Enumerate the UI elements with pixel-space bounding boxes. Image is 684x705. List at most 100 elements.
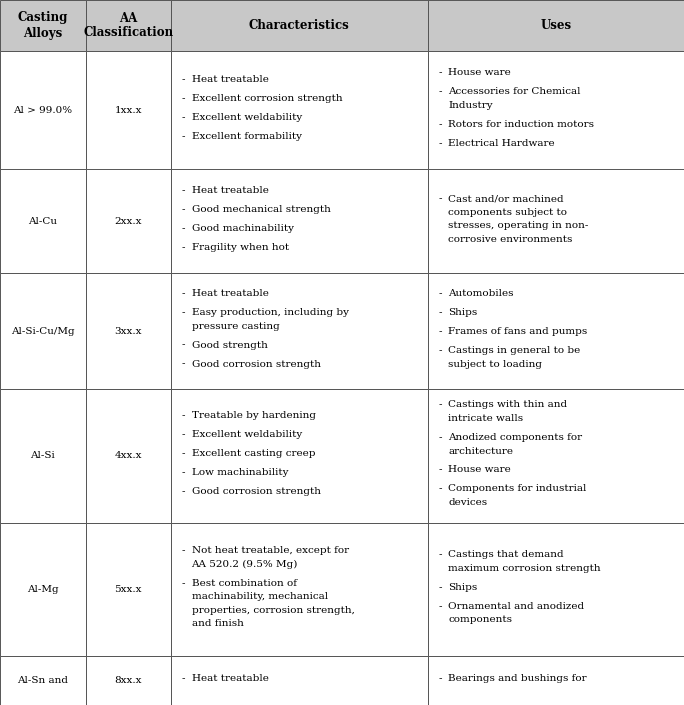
Text: -: - (438, 194, 442, 203)
Text: Low machinability: Low machinability (192, 468, 288, 477)
Text: components: components (448, 615, 512, 624)
Text: Castings that demand: Castings that demand (448, 550, 564, 559)
Bar (428, 389, 684, 522)
Text: -: - (438, 346, 442, 355)
Text: Al-Sn and: Al-Sn and (17, 676, 68, 685)
Text: Anodized components for: Anodized components for (448, 433, 582, 442)
Bar (86, 51, 171, 169)
Text: -: - (438, 120, 442, 129)
Text: intricate walls: intricate walls (448, 414, 523, 423)
Text: -: - (181, 113, 185, 122)
Bar (171, 169, 428, 273)
Bar (0, 273, 86, 389)
Text: Al-Si: Al-Si (30, 451, 55, 460)
Text: Components for industrial: Components for industrial (448, 484, 586, 493)
Text: -: - (181, 132, 185, 141)
Text: Treatable by hardening: Treatable by hardening (192, 411, 315, 420)
Bar (428, 51, 684, 169)
Bar (0, 169, 86, 273)
Text: -: - (181, 341, 185, 350)
Text: Best combination of: Best combination of (192, 579, 297, 588)
Text: Al > 99.0%: Al > 99.0% (13, 106, 73, 115)
Text: 4xx.x: 4xx.x (114, 451, 142, 460)
Bar (0, 656, 86, 705)
Bar (428, 169, 684, 273)
Text: -: - (181, 674, 185, 683)
Text: Heat treatable: Heat treatable (192, 674, 268, 683)
Bar (0, 522, 86, 656)
Bar (0, 51, 86, 169)
Bar (428, 0, 684, 51)
Text: Al-Mg: Al-Mg (27, 585, 59, 594)
Text: Excellent weldability: Excellent weldability (192, 430, 302, 439)
Text: Al-Cu: Al-Cu (28, 216, 57, 226)
Bar (428, 522, 684, 656)
Text: 8xx.x: 8xx.x (114, 676, 142, 685)
Bar (0, 389, 86, 522)
Text: -: - (181, 468, 185, 477)
Text: Excellent weldability: Excellent weldability (192, 113, 302, 122)
Bar (171, 656, 428, 705)
Text: machinability, mechanical: machinability, mechanical (192, 592, 328, 601)
Bar (86, 389, 171, 522)
Text: -: - (438, 674, 442, 683)
Text: 2xx.x: 2xx.x (114, 216, 142, 226)
Text: Good corrosion strength: Good corrosion strength (192, 360, 321, 369)
Text: Good corrosion strength: Good corrosion strength (192, 487, 321, 496)
Text: Heat treatable: Heat treatable (192, 289, 268, 298)
Text: Not heat treatable, except for: Not heat treatable, except for (192, 546, 349, 555)
Bar (86, 169, 171, 273)
Text: Frames of fans and pumps: Frames of fans and pumps (448, 327, 588, 336)
Text: Castings with thin and: Castings with thin and (448, 400, 567, 410)
Text: House ware: House ware (448, 465, 511, 474)
Bar (171, 51, 428, 169)
Text: -: - (181, 487, 185, 496)
Text: stresses, operating in non-: stresses, operating in non- (448, 221, 588, 231)
Text: Automobiles: Automobiles (448, 289, 514, 298)
Text: -: - (438, 400, 442, 410)
Text: 5xx.x: 5xx.x (114, 585, 142, 594)
Text: Al-Si-Cu/Mg: Al-Si-Cu/Mg (11, 326, 75, 336)
Text: Excellent formability: Excellent formability (192, 132, 302, 141)
Text: properties, corrosion strength,: properties, corrosion strength, (192, 606, 354, 615)
Bar (171, 522, 428, 656)
Text: Cast and/or machined: Cast and/or machined (448, 194, 564, 203)
Text: maximum corrosion strength: maximum corrosion strength (448, 564, 601, 572)
Text: -: - (438, 139, 442, 147)
Text: House ware: House ware (448, 68, 511, 78)
Text: Bearings and bushings for: Bearings and bushings for (448, 674, 587, 683)
Text: Characteristics: Characteristics (249, 19, 350, 32)
Text: -: - (181, 289, 185, 298)
Text: Industry: Industry (448, 101, 492, 110)
Text: -: - (181, 94, 185, 103)
Bar (86, 0, 171, 51)
Text: -: - (438, 289, 442, 298)
Text: Heat treatable: Heat treatable (192, 75, 268, 84)
Text: -: - (438, 601, 442, 611)
Text: -: - (438, 550, 442, 559)
Text: Good mechanical strength: Good mechanical strength (192, 205, 330, 214)
Text: -: - (181, 205, 185, 214)
Text: components subject to: components subject to (448, 208, 567, 216)
Text: -: - (181, 430, 185, 439)
Bar (0, 0, 86, 51)
Text: Good machinability: Good machinability (192, 224, 293, 233)
Bar (428, 656, 684, 705)
Text: Fragility when hot: Fragility when hot (192, 243, 289, 252)
Text: -: - (181, 449, 185, 458)
Text: -: - (438, 465, 442, 474)
Text: -: - (181, 186, 185, 195)
Text: Accessories for Chemical: Accessories for Chemical (448, 87, 581, 96)
Text: -: - (181, 579, 185, 588)
Text: -: - (181, 360, 185, 369)
Text: Castings in general to be: Castings in general to be (448, 346, 580, 355)
Text: -: - (438, 308, 442, 317)
Text: corrosive environments: corrosive environments (448, 235, 573, 244)
Text: architecture: architecture (448, 446, 513, 455)
Text: -: - (181, 243, 185, 252)
Text: and finish: and finish (192, 619, 244, 628)
Text: -: - (438, 583, 442, 591)
Text: Rotors for induction motors: Rotors for induction motors (448, 120, 594, 129)
Text: 3xx.x: 3xx.x (114, 326, 142, 336)
Bar (428, 273, 684, 389)
